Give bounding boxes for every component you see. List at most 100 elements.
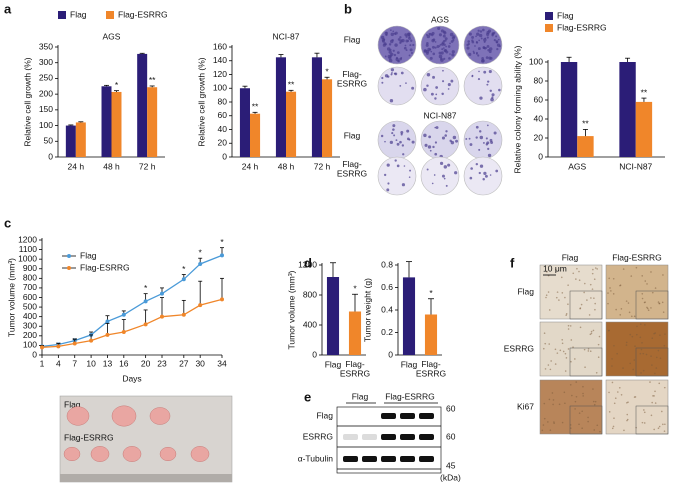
x-tick-label: 20 xyxy=(141,358,151,368)
cell xyxy=(558,403,561,406)
y-tick-label: 0 xyxy=(538,151,543,161)
cell xyxy=(594,308,596,311)
colony xyxy=(449,139,452,143)
colony xyxy=(392,30,395,33)
colony xyxy=(471,39,474,42)
cell xyxy=(613,344,615,347)
blot-band xyxy=(362,456,377,462)
cell xyxy=(639,352,642,355)
legend-label: Flag-ESRRG xyxy=(80,262,130,272)
y-axis-label: Relative cell growth (%) xyxy=(22,57,32,146)
colony xyxy=(423,87,427,92)
colony-plate xyxy=(463,156,503,196)
cell xyxy=(593,297,595,299)
y-tick-label: 100 xyxy=(39,120,53,130)
cell xyxy=(625,300,628,302)
colony xyxy=(437,26,441,31)
cell xyxy=(613,417,615,419)
cell xyxy=(583,282,586,285)
colony xyxy=(498,45,501,48)
cell xyxy=(562,350,565,353)
colony xyxy=(392,124,396,128)
y-tick-label: 250 xyxy=(39,73,53,83)
ihc-image xyxy=(605,379,669,435)
cell xyxy=(650,271,652,273)
y-tick-label: 100 xyxy=(23,340,37,350)
cell xyxy=(584,366,586,369)
cell xyxy=(547,421,549,423)
cell xyxy=(555,268,557,271)
cell xyxy=(579,307,582,309)
cell xyxy=(547,364,550,366)
cell xyxy=(565,313,568,315)
colony xyxy=(410,39,413,42)
cell xyxy=(588,314,591,316)
cell xyxy=(631,335,634,338)
point xyxy=(198,303,203,308)
bar xyxy=(402,277,416,355)
cell xyxy=(641,421,644,424)
colony xyxy=(433,174,436,176)
colony xyxy=(441,48,444,51)
significance: * xyxy=(429,288,433,298)
colony xyxy=(479,30,483,33)
bar xyxy=(619,62,636,157)
colony xyxy=(397,38,401,41)
bar xyxy=(322,79,333,157)
cell xyxy=(663,430,666,432)
y-tick-label: 80 xyxy=(534,75,544,85)
point xyxy=(121,312,126,317)
legend-label: Flag xyxy=(557,10,574,20)
cell xyxy=(651,364,653,366)
colony xyxy=(438,33,442,37)
colony xyxy=(404,33,408,37)
cell xyxy=(655,356,658,359)
colony xyxy=(407,40,410,43)
colony xyxy=(380,134,384,138)
colony xyxy=(450,140,455,145)
cell xyxy=(663,344,666,347)
colony xyxy=(441,136,446,140)
colony xyxy=(390,52,394,56)
colony xyxy=(425,33,428,36)
ihc-inset xyxy=(569,405,603,435)
cell xyxy=(629,333,632,336)
tumor xyxy=(149,407,171,425)
cell xyxy=(542,347,545,350)
legend-swatch xyxy=(545,12,553,20)
y-tick-label: 200 xyxy=(23,330,37,340)
cell xyxy=(587,420,589,423)
colony xyxy=(476,32,480,36)
y-tick-label: 400 xyxy=(23,311,37,321)
cell xyxy=(640,372,642,374)
point xyxy=(56,344,61,349)
colony xyxy=(440,29,444,33)
y-tick-label: 0 xyxy=(32,349,37,359)
blot-marker: 60 xyxy=(446,403,456,413)
y-tick-label: 20 xyxy=(218,138,228,148)
colony xyxy=(392,128,395,131)
colony xyxy=(468,52,472,56)
cell xyxy=(612,293,615,295)
cell xyxy=(582,385,584,388)
y-axis-label: Tumor volume (mm³) xyxy=(286,270,296,349)
y-tick-label: 0 xyxy=(312,349,317,359)
y-tick-label: 1100 xyxy=(19,244,38,254)
colony-row: Flag xyxy=(344,130,361,140)
colony xyxy=(394,72,398,76)
colony xyxy=(489,89,492,92)
legend-swatch xyxy=(545,24,553,32)
colony xyxy=(401,183,406,187)
cell xyxy=(594,302,596,305)
colony xyxy=(389,99,394,103)
cell xyxy=(553,421,555,423)
colony xyxy=(438,51,442,55)
cell xyxy=(610,290,612,292)
colony xyxy=(393,134,396,137)
colony xyxy=(483,40,486,43)
colony xyxy=(423,49,427,52)
colony xyxy=(486,45,490,48)
cell xyxy=(620,394,623,396)
cell xyxy=(657,427,660,430)
colony xyxy=(447,163,451,167)
